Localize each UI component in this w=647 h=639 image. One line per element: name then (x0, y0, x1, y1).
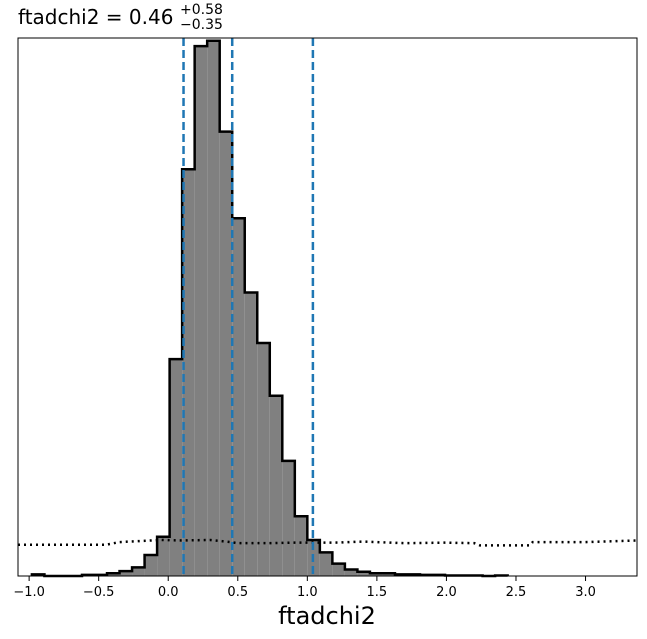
histogram-bar (194, 46, 208, 576)
histogram-bar (119, 571, 133, 576)
histogram-bar (294, 516, 308, 576)
histogram-bar (219, 131, 233, 576)
x-tick-label: 1.5 (367, 585, 388, 600)
prior-line (18, 538, 638, 547)
x-tick-label: −1.0 (13, 585, 45, 600)
x-tick-label: −0.5 (83, 585, 115, 600)
chart-title: ftadchi2 = 0.46 (18, 5, 173, 29)
histogram-bar (182, 169, 195, 576)
x-tick-label: 0.5 (227, 585, 248, 600)
histogram-bar (144, 555, 158, 576)
histogram-outline (30, 39, 509, 578)
x-axis: −1.0 −0.5 0.0 0.5 1.0 1.5 2.0 2.5 3.0 (13, 576, 596, 600)
chart-title-lower-error: −0.35 (180, 17, 223, 33)
chart-title-main: ftadchi2 = 0.46 (18, 5, 173, 29)
histogram-bar (157, 536, 170, 576)
x-tick-label: 0.0 (158, 585, 179, 600)
axes-frame (17, 37, 638, 577)
histogram-bar (207, 40, 220, 576)
histogram-bar (232, 218, 245, 577)
chart-title-upper-error: +0.58 (180, 2, 223, 18)
x-tick-label: 2.0 (436, 585, 457, 600)
histogram-bar (244, 292, 258, 576)
histogram-bar (132, 567, 145, 576)
histogram-bar (107, 573, 120, 576)
x-tick-label: 2.5 (506, 585, 527, 600)
x-tick-label: 3.0 (575, 585, 596, 600)
plot-area (18, 38, 638, 578)
histogram-bar (319, 552, 333, 576)
histogram-bar (332, 563, 345, 576)
x-tick-label: 1.0 (297, 585, 318, 600)
histogram-bar (282, 460, 295, 576)
histogram-bar (269, 395, 283, 576)
histogram-bar (382, 573, 395, 576)
histogram-bar (369, 573, 383, 576)
histogram-bar (344, 569, 358, 576)
x-axis-label: ftadchi2 (278, 602, 376, 630)
histogram-bar (169, 359, 183, 576)
histogram-bar (257, 343, 270, 576)
histogram-bar (357, 571, 370, 576)
